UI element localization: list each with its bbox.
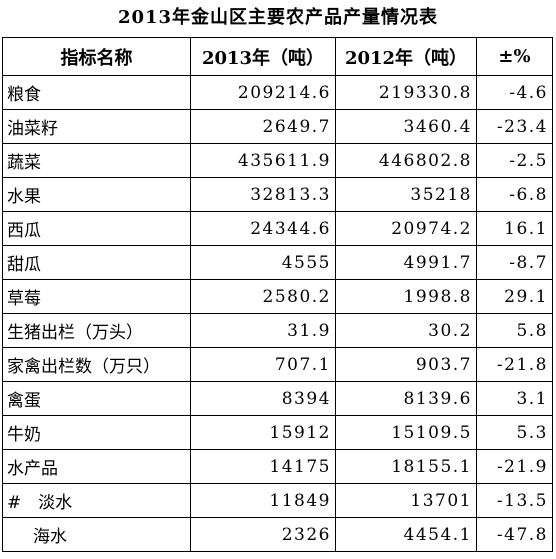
table-row: 粮食 209214.6 219330.8 -4.6 — [2, 75, 553, 110]
value-cell: 435611.9 — [190, 143, 336, 178]
table-row: 家禽出栏数（万只） 707.1 903.7 -21.8 — [2, 347, 553, 382]
value-cell: 4555 — [190, 245, 336, 280]
row-label: 水果 — [2, 177, 191, 212]
value-cell: 4991.7 — [335, 245, 477, 280]
value-cell: -47.8 — [476, 517, 553, 552]
value-cell: 16.1 — [476, 211, 553, 246]
value-cell: -4.6 — [476, 75, 553, 110]
row-label: 甜瓜 — [2, 245, 191, 280]
value-cell: -8.7 — [476, 245, 553, 280]
table-row: 油菜籽 2649.7 3460.4 -23.4 — [2, 109, 553, 144]
table-row: 甜瓜 4555 4991.7 -8.7 — [2, 245, 553, 280]
row-label: 西瓜 — [2, 211, 191, 246]
row-label: 粮食 — [2, 75, 191, 110]
table-row: 水产品 14175 18155.1 -21.9 — [2, 449, 553, 484]
table-row: 水果 32813.3 35218 -6.8 — [2, 177, 553, 212]
header-cell: ±% — [476, 37, 553, 76]
value-cell: 30.2 — [335, 313, 477, 348]
value-cell: 2649.7 — [190, 109, 336, 144]
value-cell: -2.5 — [476, 143, 553, 178]
value-cell: 1998.8 — [335, 279, 477, 314]
header-cell: 2013年（吨） — [190, 37, 336, 76]
value-cell: 29.1 — [476, 279, 553, 314]
row-label: 油菜籽 — [2, 109, 191, 144]
value-cell: 20974.2 — [335, 211, 477, 246]
value-cell: -21.8 — [476, 347, 553, 382]
row-label: 生猪出栏（万头） — [2, 313, 191, 348]
table-row: 蔬菜 435611.9 446802.8 -2.5 — [2, 143, 553, 178]
table-row: 禽蛋 8394 8139.6 3.1 — [2, 381, 553, 416]
row-label: 家禽出栏数（万只） — [2, 347, 191, 382]
value-cell: 31.9 — [190, 313, 336, 348]
value-cell: 5.3 — [476, 415, 553, 450]
value-cell: 13701 — [335, 483, 477, 518]
row-label: 牛奶 — [2, 415, 191, 450]
row-label: 禽蛋 — [2, 381, 191, 416]
table-body: 粮食 209214.6 219330.8 -4.6 油菜籽 2649.7 3460.4 -23… — [2, 75, 553, 552]
table-row: 西瓜 24344.6 20974.2 16.1 — [2, 211, 553, 246]
value-cell: 11849 — [190, 483, 336, 518]
table-row: 草莓 2580.2 1998.8 29.1 — [2, 279, 553, 314]
header-cell: 2012年（吨） — [335, 37, 477, 76]
value-cell: 209214.6 — [190, 75, 336, 110]
value-cell: -6.8 — [476, 177, 553, 212]
table-row: 海水 2326 4454.1 -47.8 — [2, 517, 553, 552]
header-cell: 指标名称 — [2, 37, 191, 76]
table-row: # 淡水 11849 13701 -13.5 — [2, 483, 553, 518]
value-cell: 3460.4 — [335, 109, 477, 144]
table-title: 2013年金山区主要农产品产量情况表 — [117, 7, 439, 28]
row-label: 蔬菜 — [2, 143, 191, 178]
value-cell: 35218 — [335, 177, 477, 212]
value-cell: -13.5 — [476, 483, 553, 518]
row-label: 草莓 — [2, 279, 191, 314]
value-cell: 18155.1 — [335, 449, 477, 484]
row-label: 海水 — [2, 517, 191, 552]
header-row: 指标名称 2013年（吨） 2012年（吨） ±% — [2, 37, 553, 76]
value-cell: -23.4 — [476, 109, 553, 144]
value-cell: 8394 — [190, 381, 336, 416]
row-label: 水产品 — [2, 449, 191, 484]
value-cell: -21.9 — [476, 449, 553, 484]
table-row: 生猪出栏（万头） 31.9 30.2 5.8 — [2, 313, 553, 348]
value-cell: 14175 — [190, 449, 336, 484]
value-cell: 32813.3 — [190, 177, 336, 212]
value-cell: 219330.8 — [335, 75, 477, 110]
table-row: 牛奶 15912 15109.5 5.3 — [2, 415, 553, 450]
value-cell: 3.1 — [476, 381, 553, 416]
value-cell: 15109.5 — [335, 415, 477, 450]
data-table: 指标名称 2013年（吨） 2012年（吨） ±% 粮食 209214.6 219330.… — [2, 37, 553, 552]
value-cell: 903.7 — [335, 347, 477, 382]
value-cell: 446802.8 — [335, 143, 477, 178]
value-cell: 5.8 — [476, 313, 553, 348]
value-cell: 8139.6 — [335, 381, 477, 416]
value-cell: 707.1 — [190, 347, 336, 382]
value-cell: 4454.1 — [335, 517, 477, 552]
value-cell: 2580.2 — [190, 279, 336, 314]
value-cell: 2326 — [190, 517, 336, 552]
row-label: # 淡水 — [2, 483, 191, 518]
value-cell: 24344.6 — [190, 211, 336, 246]
value-cell: 15912 — [190, 415, 336, 450]
